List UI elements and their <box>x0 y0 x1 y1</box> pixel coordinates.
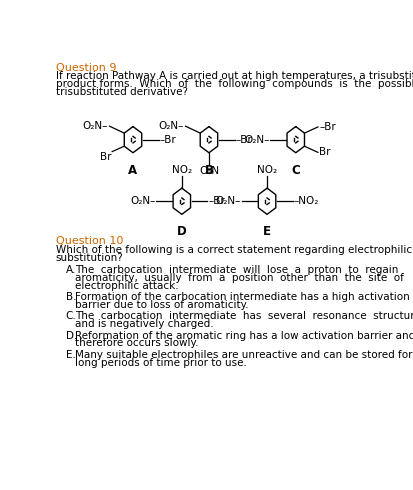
Text: Formation of the carbocation intermediate has a high activation: Formation of the carbocation intermediat… <box>75 292 410 302</box>
Text: NO₂: NO₂ <box>172 165 192 175</box>
Text: Br: Br <box>100 152 112 162</box>
Text: O₂N–: O₂N– <box>244 135 269 145</box>
Text: C.: C. <box>66 311 76 321</box>
Text: long periods of time prior to use.: long periods of time prior to use. <box>75 358 247 368</box>
Text: If reaction Pathway A is carried out at high temperatures, a trisubstituted: If reaction Pathway A is carried out at … <box>55 71 413 81</box>
Text: C: C <box>292 164 300 176</box>
Text: Br: Br <box>319 147 331 157</box>
Text: The  carbocation  intermediate  will  lose  a  proton  to  regain: The carbocation intermediate will lose a… <box>75 265 398 275</box>
Text: therefore occurs slowly.: therefore occurs slowly. <box>75 338 198 348</box>
Text: O₂N–: O₂N– <box>130 196 155 206</box>
Text: Question 9: Question 9 <box>55 63 116 73</box>
Text: The  carbocation  intermediate  has  several  resonance  structures: The carbocation intermediate has several… <box>75 311 413 321</box>
Text: B.: B. <box>66 292 76 302</box>
Text: D: D <box>177 225 187 238</box>
Text: A.: A. <box>66 265 76 275</box>
Text: Many suitable electrophiles are unreactive and can be stored for: Many suitable electrophiles are unreacti… <box>75 350 412 360</box>
Text: Question 10: Question 10 <box>55 236 123 246</box>
Text: B: B <box>204 164 214 176</box>
Text: –Br: –Br <box>235 135 252 145</box>
Text: electrophilic attack.: electrophilic attack. <box>75 281 178 291</box>
Text: NO₂: NO₂ <box>257 165 277 175</box>
Text: –Br: –Br <box>159 135 176 145</box>
Text: Reformation of the aromatic ring has a low activation barrier and: Reformation of the aromatic ring has a l… <box>75 331 413 341</box>
Text: product forms.  Which  of  the  following  compounds  is  the  possible: product forms. Which of the following co… <box>55 79 413 89</box>
Text: A: A <box>128 164 138 176</box>
Text: barrier due to loss of aromaticity.: barrier due to loss of aromaticity. <box>75 300 249 310</box>
Text: –Br: –Br <box>319 122 336 132</box>
Text: E.: E. <box>66 350 76 360</box>
Text: substitution?: substitution? <box>55 253 123 263</box>
Text: –Br: –Br <box>208 196 225 206</box>
Text: O₂N: O₂N <box>199 166 219 176</box>
Text: trisubstituted derivative?: trisubstituted derivative? <box>55 87 188 97</box>
Text: O₂N–: O₂N– <box>215 196 241 206</box>
Text: O₂N–: O₂N– <box>159 121 184 131</box>
Text: –NO₂: –NO₂ <box>293 196 319 206</box>
Text: E: E <box>263 225 271 238</box>
Text: D.: D. <box>66 331 77 341</box>
Text: Which of the following is a correct statement regarding electrophilic aromatic: Which of the following is a correct stat… <box>55 245 413 255</box>
Text: aromaticity,  usually  from  a  position  other  than  the  site  of: aromaticity, usually from a position oth… <box>75 273 404 283</box>
Text: O₂N–: O₂N– <box>83 121 108 131</box>
Text: and is negatively charged.: and is negatively charged. <box>75 319 214 329</box>
